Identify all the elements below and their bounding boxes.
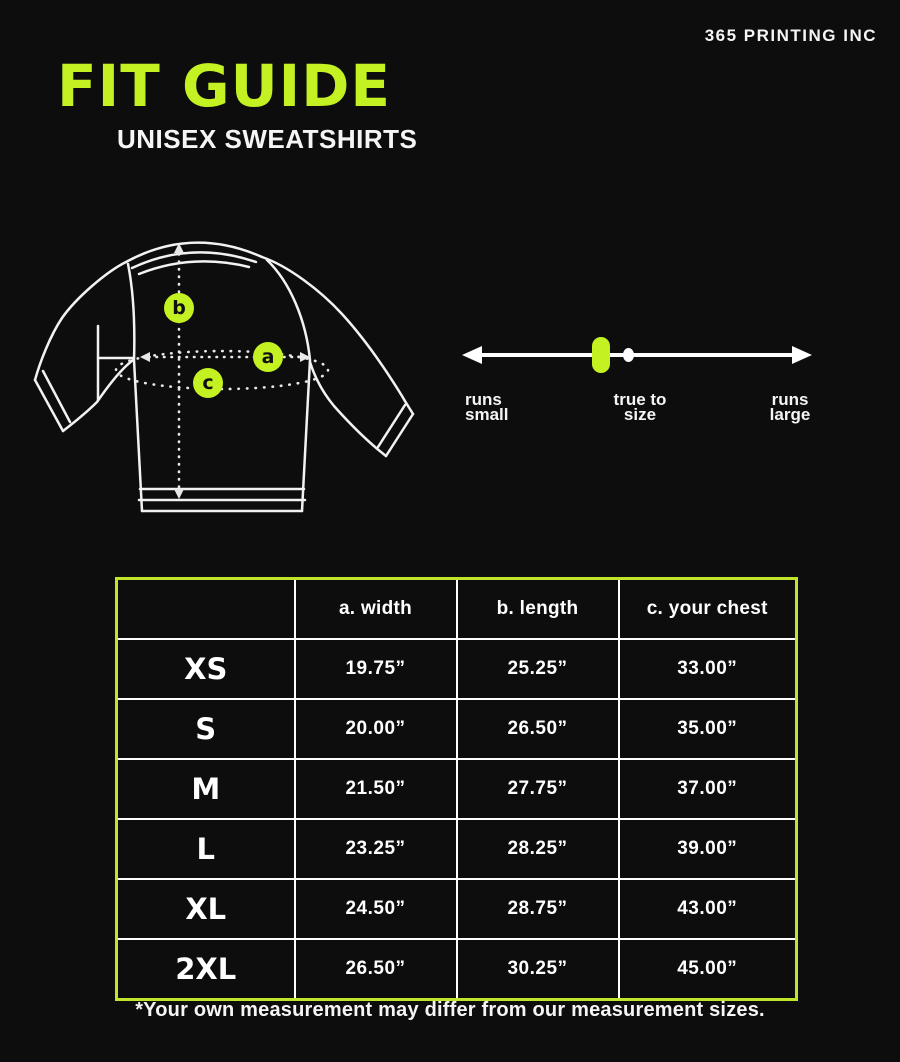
measurement-disclaimer: *Your own measurement may differ from ou… [135, 999, 765, 1021]
table-row: XL 24.50” 28.75” 43.00” [115, 878, 798, 940]
chest-measure-ellipse [114, 349, 330, 391]
length-value: 28.25” [455, 818, 620, 880]
size-label: XL [115, 878, 296, 940]
chest-value: 37.00” [617, 758, 798, 820]
chest-value: 45.00” [617, 938, 798, 1001]
table-header-row: a. width b. length c. your chest [115, 577, 798, 640]
fit-indicator-pill [592, 337, 610, 373]
width-value: 20.00” [293, 698, 458, 760]
length-value: 30.25” [455, 938, 620, 1001]
chest-value: 43.00” [617, 878, 798, 940]
length-value: 27.75” [455, 758, 620, 820]
page-title: FIT GUIDE [57, 52, 392, 120]
marker-c-letter: c [202, 371, 214, 394]
length-value: 25.25” [455, 638, 620, 700]
arrowhead-right [300, 352, 310, 362]
width-value: 19.75” [293, 638, 458, 700]
length-value: 28.75” [455, 878, 620, 940]
scale-axis-line [480, 353, 794, 357]
table-row: S 20.00” 26.50” 35.00” [115, 698, 798, 760]
arrowhead-left [140, 352, 150, 362]
scale-label-runs-small: runs small [465, 390, 509, 424]
marker-b-letter: b [172, 296, 186, 319]
size-label: S [115, 698, 296, 760]
brand-name: 365 PRINTING INC [704, 26, 877, 45]
size-chart-table: a. width b. length c. your chest XS 19.7… [115, 577, 798, 1001]
width-value: 24.50” [293, 878, 458, 940]
header-chest: c. your chest [617, 577, 798, 640]
size-label: XS [115, 638, 296, 700]
scale-label-true-to-size: true to size [613, 390, 667, 424]
scale-left-arrowhead-icon [462, 346, 482, 364]
marker-c-chest: c [193, 368, 223, 398]
chest-value: 35.00” [617, 698, 798, 760]
size-label: L [115, 818, 296, 880]
table-row: M 21.50” 27.75” 37.00” [115, 758, 798, 820]
width-value: 23.25” [293, 818, 458, 880]
size-label: M [115, 758, 296, 820]
length-value: 26.50” [455, 698, 620, 760]
marker-b-length: b [164, 293, 194, 323]
marker-a-letter: a [261, 345, 275, 368]
table-row: L 23.25” 28.25” 39.00” [115, 818, 798, 880]
size-label: 2XL [115, 938, 296, 1001]
header-length: b. length [455, 577, 620, 640]
scale-right-arrowhead-icon [792, 346, 812, 364]
scale-center-dot [623, 348, 634, 362]
table-row: 2XL 26.50” 30.25” 45.00” [115, 938, 798, 1001]
header-size [115, 577, 296, 640]
marker-a-width: a [253, 342, 283, 372]
arrowhead-up [174, 243, 184, 253]
fit-scale: runs small true to size runs large [440, 330, 900, 440]
sweatshirt-outline-illustration [33, 241, 415, 513]
arrowhead-down [174, 489, 184, 499]
width-value: 26.50” [293, 938, 458, 1001]
page-subtitle: UNISEX SWEATSHIRTS [117, 124, 418, 154]
chest-value: 39.00” [617, 818, 798, 880]
table-row: XS 19.75” 25.25” 33.00” [115, 638, 798, 700]
chest-value: 33.00” [617, 638, 798, 700]
header-width: a. width [293, 577, 458, 640]
width-value: 21.50” [293, 758, 458, 820]
scale-label-runs-large: runs large [769, 390, 811, 424]
